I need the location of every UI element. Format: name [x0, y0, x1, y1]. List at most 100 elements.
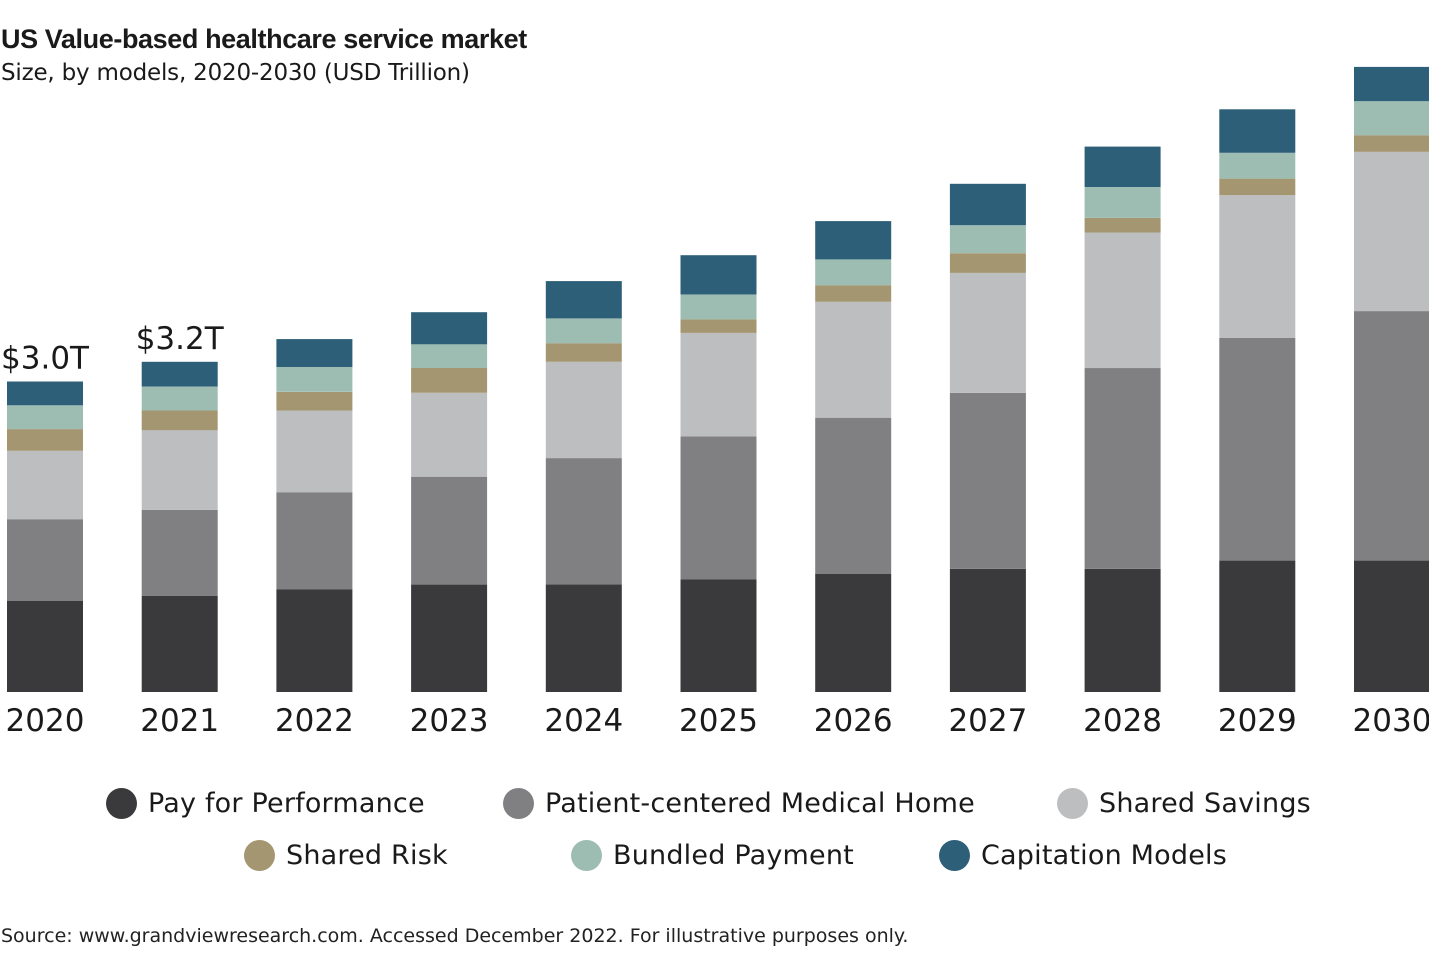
legend-item-capitation-models: Capitation Models	[939, 840, 1227, 871]
bar-segment-2022-bundled-payment	[276, 367, 353, 392]
bar-segment-2020-pay-for-performance	[7, 600, 83, 692]
bar-segment-2025-bundled-payment	[680, 294, 757, 320]
chart-title: US Value-based healthcare service market	[1, 24, 527, 54]
bar-segment-2022-capitation-models	[276, 339, 353, 367]
bar-segment-2024-patient-centered-medical-home	[545, 458, 622, 585]
legend-swatch	[503, 788, 534, 819]
legend-item-bundled-payment: Bundled Payment	[571, 840, 854, 871]
bar-segment-2028-shared-risk	[1084, 218, 1161, 233]
bar-segment-2030-patient-centered-medical-home	[1354, 311, 1429, 561]
legend-label: Pay for Performance	[148, 788, 425, 819]
bar-segment-2030-capitation-models	[1354, 66, 1429, 102]
bar-segment-2023-shared-savings	[411, 392, 488, 477]
bar-segment-2025-shared-risk	[680, 319, 757, 333]
bar-segment-2022-shared-risk	[276, 391, 353, 411]
data-label-2020: $3.0T	[1, 341, 90, 377]
bar-segment-2021-capitation-models	[141, 361, 218, 387]
bar-segment-2026-bundled-payment	[815, 259, 892, 286]
bar-segment-2027-pay-for-performance	[949, 568, 1026, 692]
bar-segment-2026-pay-for-performance	[815, 574, 892, 692]
x-tick-label-2028: 2028	[1083, 703, 1162, 739]
bar-segment-2025-shared-savings	[680, 332, 757, 437]
bar-segment-2023-capitation-models	[411, 312, 488, 345]
bar-segment-2023-bundled-payment	[411, 344, 488, 368]
bar-segment-2022-pay-for-performance	[276, 589, 353, 692]
bar-segment-2028-pay-for-performance	[1084, 568, 1161, 692]
chart-subtitle: Size, by models, 2020-2030 (USD Trillion…	[1, 60, 470, 86]
x-tick-label-2030: 2030	[1353, 703, 1429, 739]
bar-segment-2027-capitation-models	[949, 183, 1026, 226]
bar-segment-2023-patient-centered-medical-home	[411, 476, 488, 585]
bar-segment-2027-shared-risk	[949, 253, 1026, 273]
bar-segment-2029-pay-for-performance	[1219, 560, 1296, 692]
bar-segment-2020-shared-risk	[7, 429, 83, 451]
bar-segment-2027-bundled-payment	[949, 225, 1026, 254]
bar-segment-2026-shared-risk	[815, 285, 892, 302]
bar-segment-2023-pay-for-performance	[411, 584, 488, 692]
bar-segment-2028-bundled-payment	[1084, 186, 1161, 218]
bar-segment-2020-patient-centered-medical-home	[7, 519, 83, 601]
x-tick-label-2026: 2026	[814, 703, 893, 739]
legend-item-shared-savings: Shared Savings	[1057, 788, 1311, 819]
legend-label: Patient-centered Medical Home	[545, 788, 975, 819]
legend-item-shared-risk: Shared Risk	[244, 840, 448, 871]
x-tick-label-2029: 2029	[1218, 703, 1297, 739]
bar-segment-2030-pay-for-performance	[1354, 560, 1429, 692]
bar-segment-2020-bundled-payment	[7, 405, 83, 430]
bar-segment-2024-shared-risk	[545, 343, 622, 362]
legend-item-pay-for-performance: Pay for Performance	[106, 788, 425, 819]
legend-label: Capitation Models	[981, 840, 1228, 871]
stacked-bar-chart: 2020 $3.0T 2021 $3.2T 2022 2023 2024 2025 2026 20…	[1, 66, 1429, 739]
legend-item-patient-centered-medical-home: Patient-centered Medical Home	[503, 788, 975, 819]
bar-segment-2024-bundled-payment	[545, 318, 622, 344]
bar-segment-2030-bundled-payment	[1354, 101, 1429, 136]
x-tick-label-2024: 2024	[544, 703, 623, 739]
bar-segment-2021-pay-for-performance	[141, 595, 218, 692]
x-tick-label-2020: 2020	[6, 703, 85, 739]
bar-segment-2026-patient-centered-medical-home	[815, 417, 892, 574]
bar-segment-2029-shared-savings	[1219, 195, 1296, 338]
bar-segment-2030-shared-risk	[1354, 135, 1429, 152]
bar-segment-2026-capitation-models	[815, 221, 892, 260]
bar-segment-2022-patient-centered-medical-home	[276, 492, 353, 590]
bar-segment-2020-shared-savings	[7, 450, 83, 520]
x-tick-label-2021: 2021	[140, 703, 219, 739]
bar-segment-2029-shared-risk	[1219, 178, 1296, 196]
bar-segment-2029-bundled-payment	[1219, 152, 1296, 179]
legend-swatch	[244, 840, 275, 871]
bar-segment-2030-shared-savings	[1354, 151, 1429, 312]
bar-segment-2021-shared-risk	[141, 410, 218, 431]
bar-segment-2028-patient-centered-medical-home	[1084, 368, 1161, 569]
source-note: Source: www.grandviewresearch.com. Acces…	[1, 925, 909, 947]
bar-segment-2024-pay-for-performance	[545, 584, 622, 692]
bar-segment-2029-capitation-models	[1219, 109, 1296, 153]
bar-segment-2025-patient-centered-medical-home	[680, 436, 757, 580]
bar-segment-2027-shared-savings	[949, 272, 1026, 393]
bar-segment-2028-capitation-models	[1084, 146, 1161, 187]
legend-label: Shared Risk	[286, 840, 448, 871]
bar-segment-2021-bundled-payment	[141, 386, 218, 411]
x-tick-label-2025: 2025	[679, 703, 758, 739]
bar-segment-2026-shared-savings	[815, 301, 892, 418]
bar-segment-2021-patient-centered-medical-home	[141, 509, 218, 596]
bar-segment-2029-patient-centered-medical-home	[1219, 338, 1296, 561]
bar-segment-2021-shared-savings	[141, 430, 218, 510]
bar-segment-2023-shared-risk	[411, 368, 488, 393]
legend-swatch	[1057, 788, 1088, 819]
x-tick-label-2027: 2027	[948, 703, 1027, 739]
data-label-2021: $3.2T	[136, 321, 225, 357]
bar-segment-2024-shared-savings	[545, 361, 622, 459]
x-tick-label-2022: 2022	[275, 703, 354, 739]
x-tick-label-2023: 2023	[410, 703, 489, 739]
bar-segment-2025-capitation-models	[680, 255, 757, 295]
bar-segment-2024-capitation-models	[545, 281, 622, 319]
legend-label: Bundled Payment	[613, 840, 854, 871]
legend-swatch	[939, 840, 970, 871]
bar-segment-2020-capitation-models	[7, 381, 83, 406]
legend-label: Shared Savings	[1099, 788, 1311, 819]
legend-swatch	[571, 840, 602, 871]
bar-segment-2022-shared-savings	[276, 410, 353, 493]
bar-segment-2027-patient-centered-medical-home	[949, 392, 1026, 569]
bar-segment-2025-pay-for-performance	[680, 579, 757, 692]
legend-swatch	[106, 788, 137, 819]
